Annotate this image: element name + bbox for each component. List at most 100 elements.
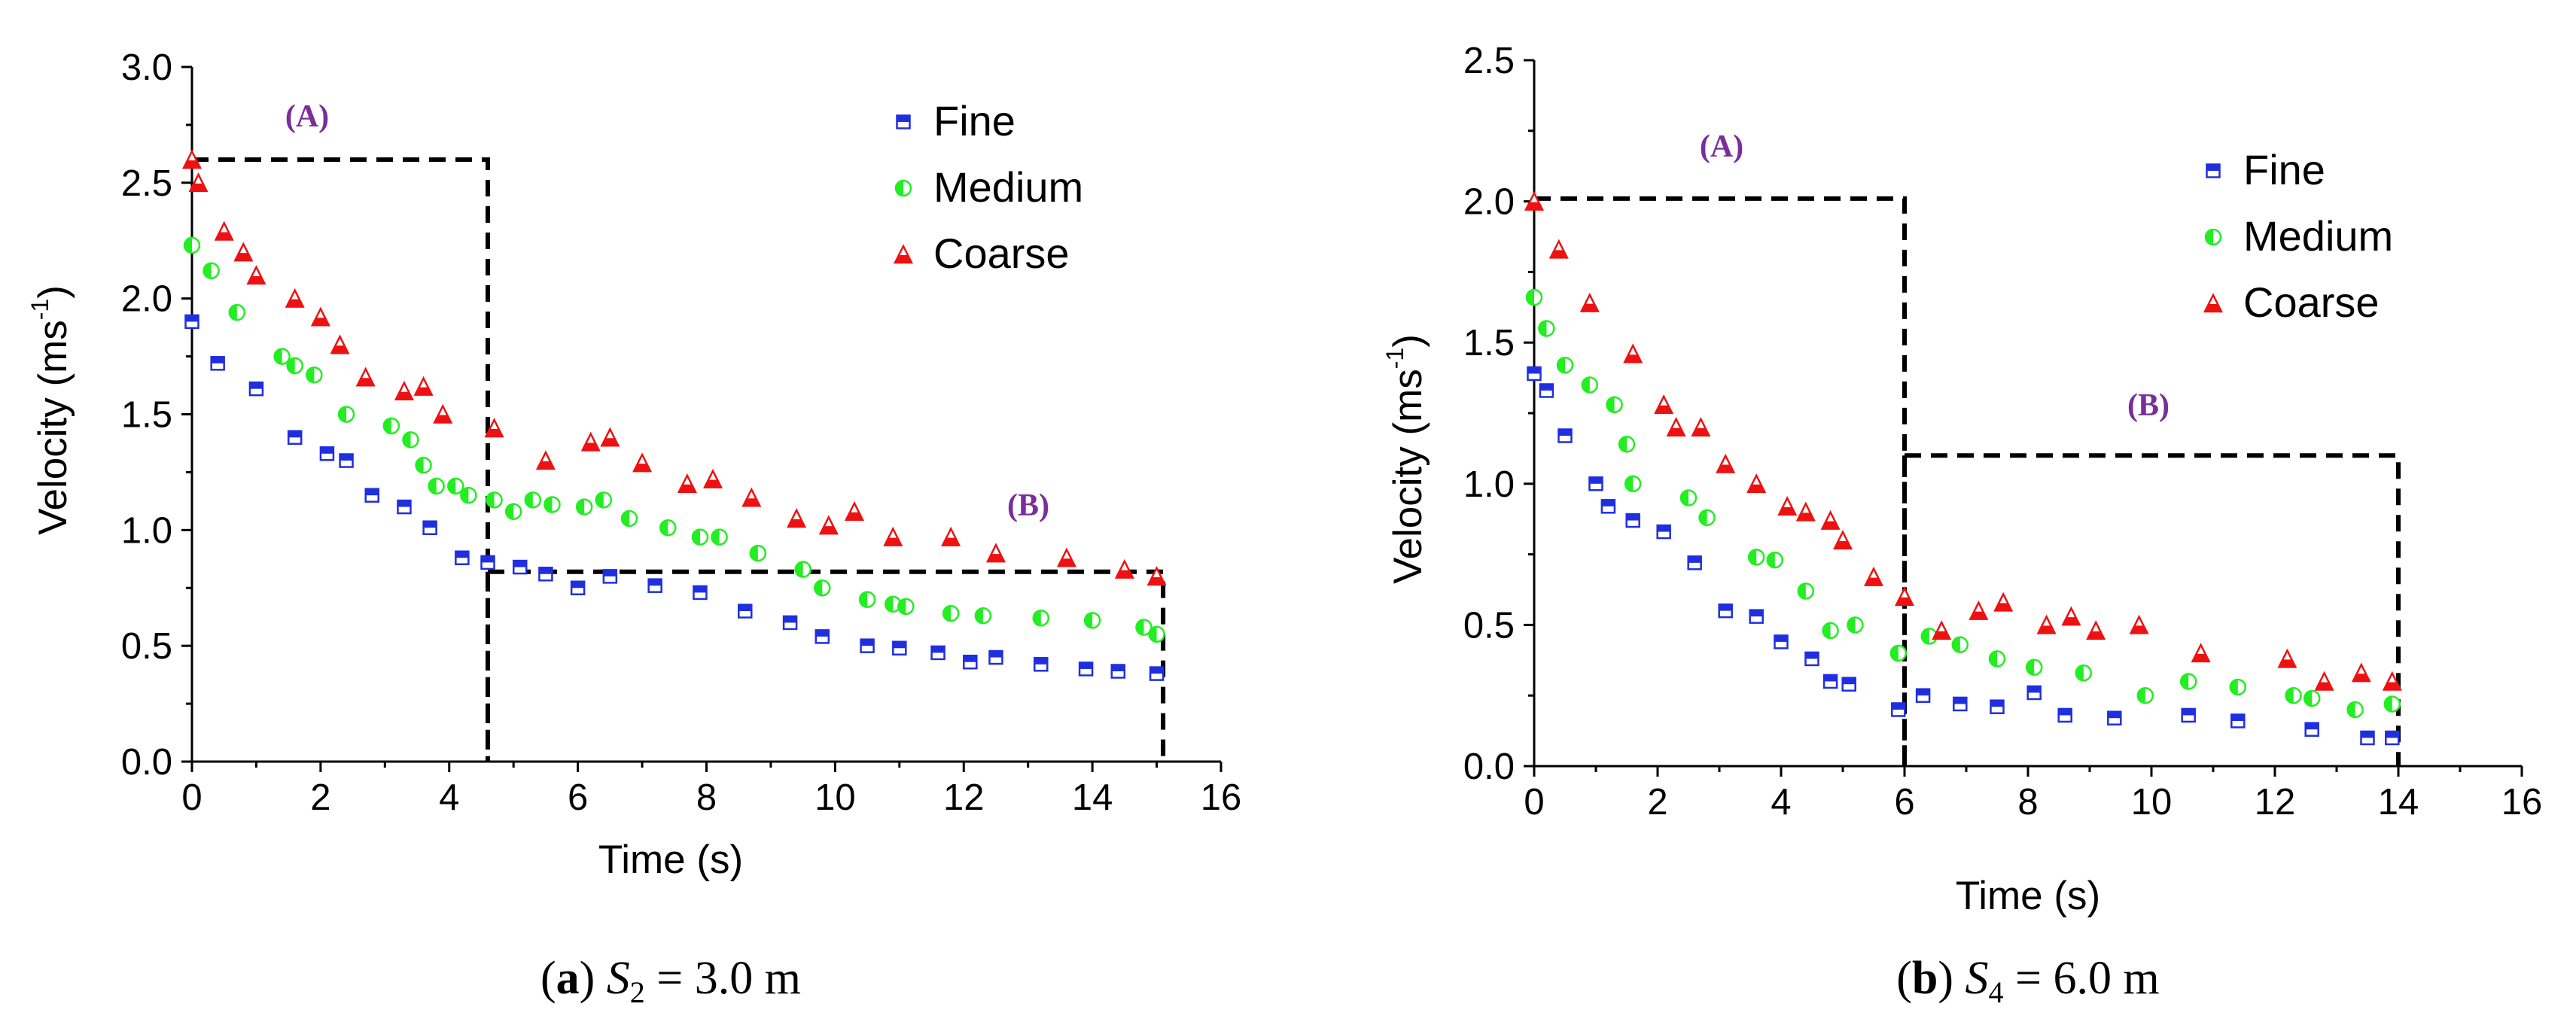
data-point-coarse [844,500,865,521]
data-point-medium [974,607,992,625]
data-point-medium [428,477,445,495]
chart-a-caption: (a) S2 = 3.0 m [540,953,801,1009]
region-box-b [1902,453,2401,766]
data-point-fine-fill [1034,658,1048,665]
data-point-fine-fill [249,382,263,389]
data-point-fine-fill [860,639,874,646]
data-point-fine-fill [1657,525,1670,532]
data-point-coarse [246,265,266,285]
y-tick-label: 2.5 [1463,41,1515,81]
data-point-coarse [214,221,234,241]
data-point-medium [1920,628,1938,645]
data-point-fine-fill [2386,731,2399,738]
data-point-medium [460,486,477,504]
data-point-coarse [1746,473,1767,494]
data-point-fine-fill [1892,703,1905,710]
data-point-medium [1822,622,1839,640]
legend: Fine Medium Coarse [893,97,1083,277]
data-point-coarse [632,452,653,473]
legend-marker-coarse [893,244,914,264]
data-point-medium [1581,376,1599,394]
data-point-coarse [600,427,620,447]
x-tick-label: 2 [310,777,330,818]
data-point-coarse [1579,292,1600,312]
data-point-coarse [413,376,434,396]
region-box-b [486,569,1166,762]
data-point-fine-fill [1805,652,1819,659]
data-point-fine-fill [1079,662,1093,669]
data-point-medium [2179,673,2197,690]
x-tick-label: 14 [2378,782,2419,823]
data-point-fine-fill [1917,689,1930,696]
data-point-medium [1032,609,1050,627]
data-point-medium [1525,288,1543,306]
data-point-coarse [1666,416,1686,437]
data-point-medium [447,477,464,495]
data-point-medium [2075,664,2093,682]
data-point-coarse [1932,620,1952,640]
data-point-fine-fill [989,651,1003,658]
data-point-fine-fill [2361,731,2374,738]
legend-label-fine: Fine [2243,146,2325,193]
chart-a-plot-area: 0 2 4 6 8 10 12 14 16 0.0 0.5 1.0 1.5 2.0 2.5 3.0 Fine Me… [121,47,1241,818]
data-point-medium [1624,475,1642,493]
data-point-medium [1766,551,1784,569]
data-point-coarse [1524,190,1545,211]
data-point-fine-fill [1626,514,1640,521]
data-point-medium [620,509,638,528]
x-tick-label: 4 [439,777,459,818]
data-point-medium [1618,436,1636,453]
x-tick-label: 10 [815,777,856,818]
legend-label-medium: Medium [2243,212,2393,260]
data-point-medium [1679,489,1698,506]
data-point-medium [273,348,291,365]
data-point-medium [2346,701,2364,719]
chart-b-x-axis-title: Time (s) [1956,874,2100,918]
data-point-medium [337,406,355,423]
data-point-medium [306,366,323,384]
data-point-fine-fill [648,579,662,586]
data-point-coarse [2129,614,2149,634]
data-point-coarse [1548,239,1569,259]
data-point-coarse [394,380,414,400]
data-point-fine-fill [1601,500,1615,506]
data-point-coarse [703,468,723,488]
data-point-fine-fill [2108,711,2121,719]
data-point-fine-fill [2058,708,2072,716]
data-point-coarse [2277,648,2297,668]
data-point-coarse [985,543,1006,563]
data-point-fine-fill [513,561,527,567]
data-point-fine-fill [603,570,617,576]
data-point-fine-fill [1558,429,1572,436]
chart-b-y-axis-title: Velocity (ms-1) [1381,334,1430,584]
data-point-medium [2229,678,2247,696]
data-point-coarse [818,515,839,535]
data-point-coarse [484,418,504,438]
data-point-coarse [1056,547,1076,567]
data-point-fine-fill [893,641,906,649]
data-point-coarse [433,403,453,424]
data-point-coarse [285,287,305,308]
data-point-coarse [580,431,601,452]
data-point-coarse [677,473,697,494]
y-tick-label: 1.0 [1463,464,1515,505]
data-point-fine-fill [1749,610,1763,617]
data-point-medium [183,236,201,254]
data-point-coarse [310,306,330,327]
data-point-coarse [233,242,254,262]
data-point-coarse [1795,501,1816,522]
data-point-fine-fill [2182,708,2195,716]
data-point-coarse [2086,620,2106,640]
data-point-medium [1135,619,1153,636]
data-point-medium [659,519,677,537]
chart-b-region-a-label: (A) [1700,129,1743,164]
chart-b-region-b-label: (B) [2127,388,2170,423]
x-tick-label: 12 [943,777,985,818]
data-point-coarse [1820,509,1841,530]
data-point-medium [858,591,876,608]
data-point-medium [382,417,400,435]
data-point-medium [1797,582,1815,600]
x-tick-label: 6 [568,777,588,818]
data-point-coarse [1716,453,1736,473]
data-point-coarse [1654,394,1674,414]
